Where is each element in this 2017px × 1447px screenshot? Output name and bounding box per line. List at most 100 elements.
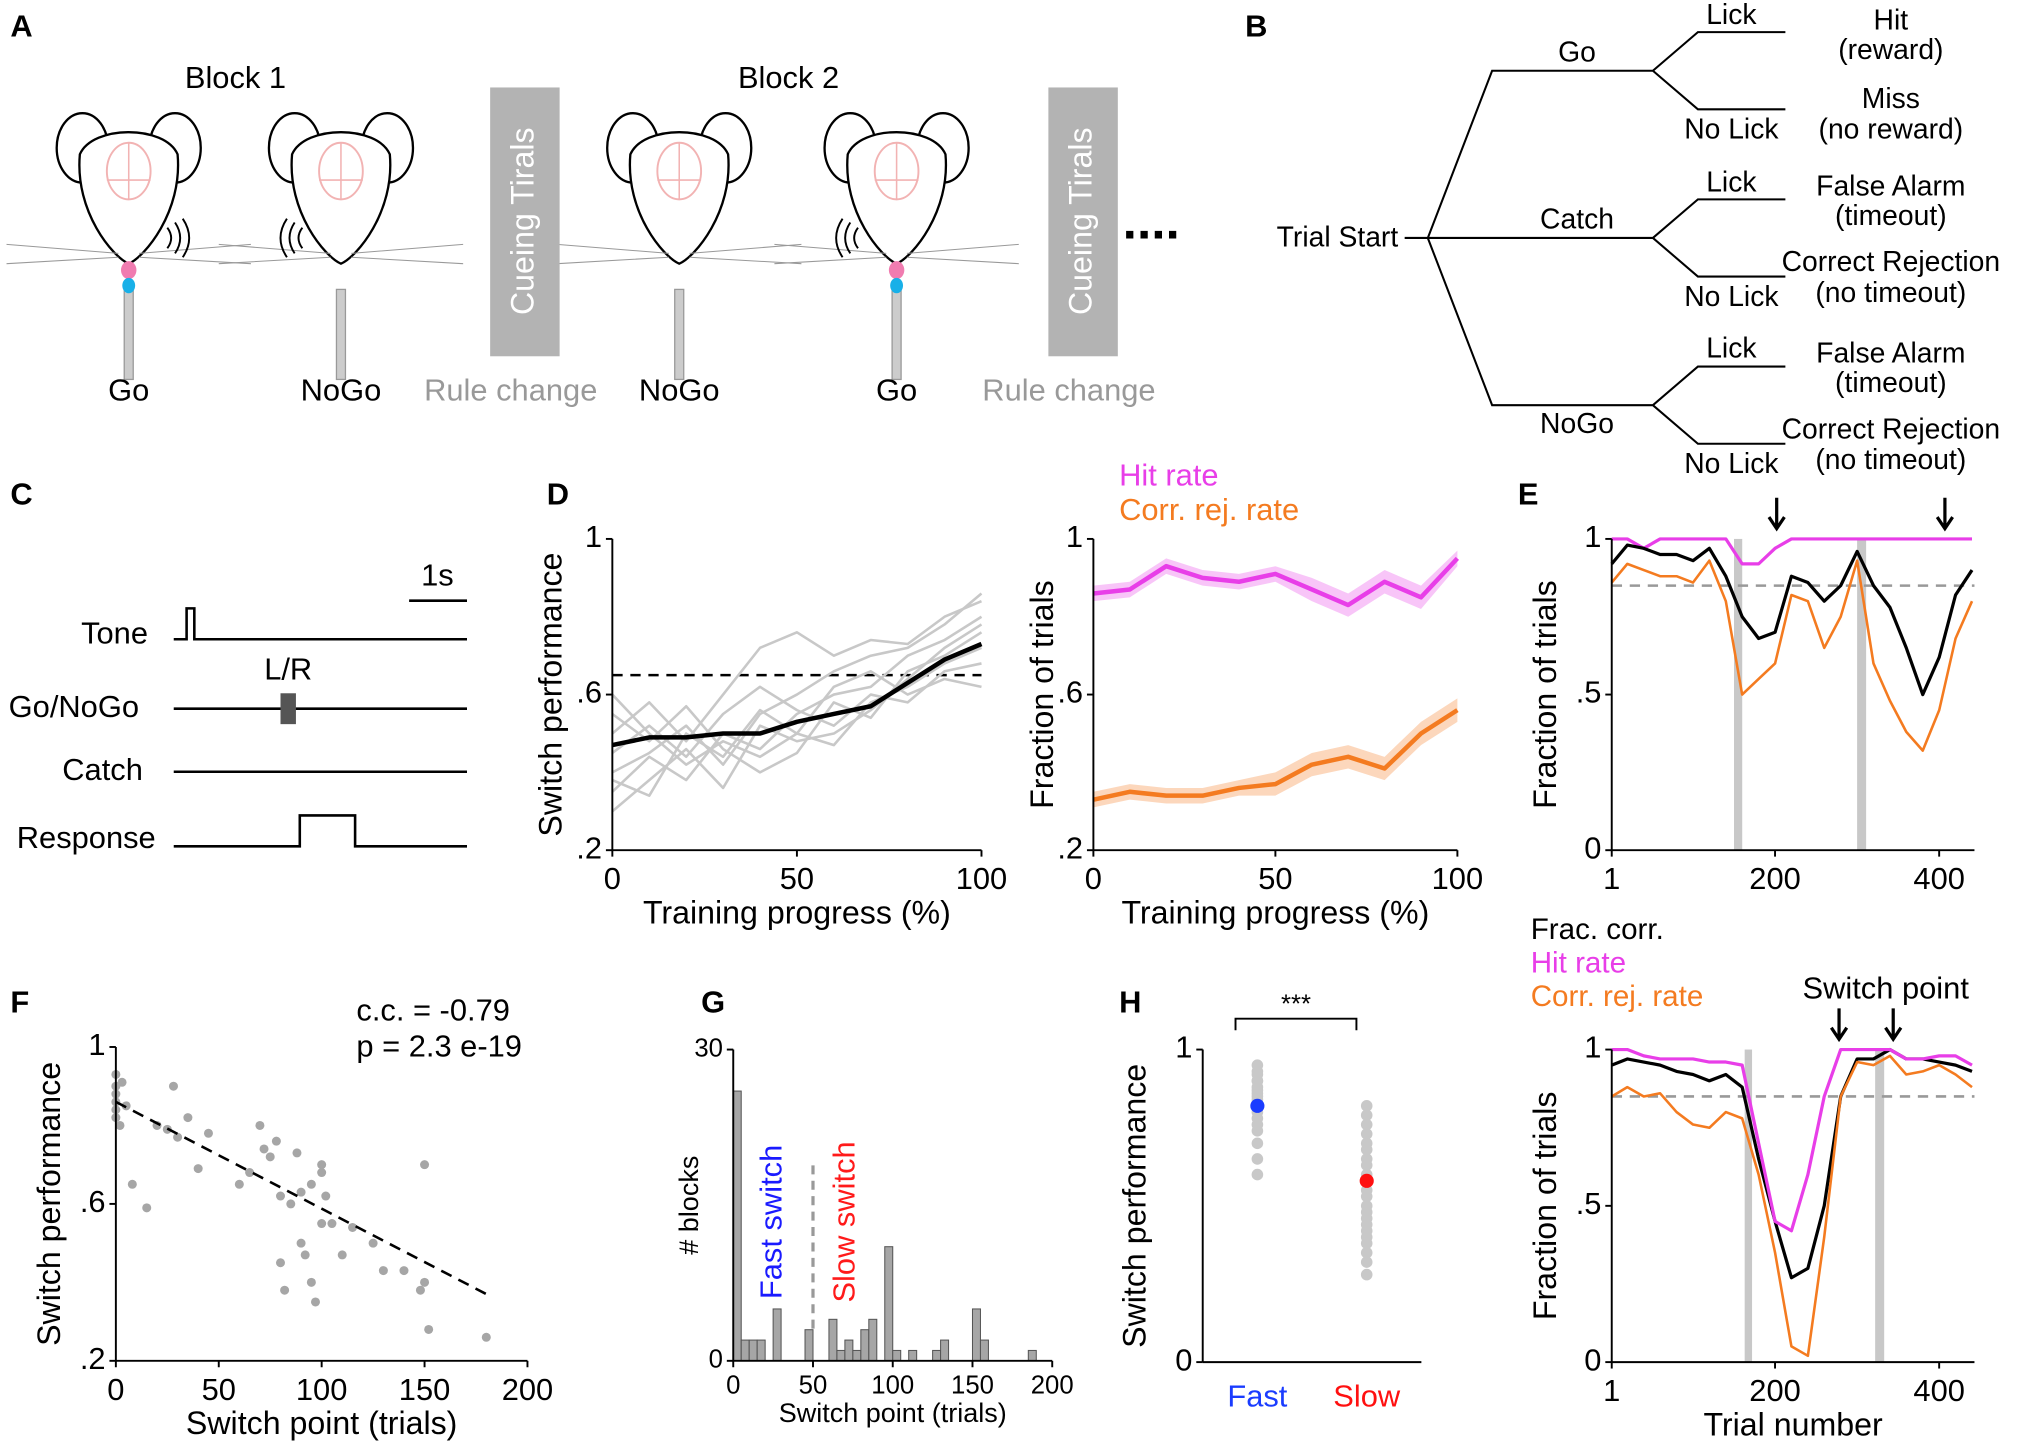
trial-label: NoGo: [639, 372, 720, 407]
x-tick-label: 400: [1913, 1373, 1965, 1408]
histogram-bar: [892, 1349, 902, 1362]
series-line: [611, 599, 982, 743]
tree-lines: [1404, 31, 1786, 445]
response-label: Lick: [1706, 331, 1757, 363]
trial-label: Go: [108, 372, 149, 407]
scatter-point: [292, 1148, 302, 1158]
y-tick-label: .6: [1057, 675, 1083, 710]
outcome: False Alarm: [1816, 336, 1965, 368]
histogram-bar: [979, 1339, 989, 1362]
annotation: c.c. = -0.79: [356, 992, 510, 1027]
mouse: [555, 112, 803, 265]
error-band: [1093, 550, 1458, 617]
block-label: Block 2: [738, 60, 839, 95]
trace-label: Response: [17, 820, 156, 855]
block-label: Block 1: [185, 60, 286, 95]
series-line: [611, 641, 983, 748]
panel-letter: F: [10, 985, 29, 1020]
cue-bar: [490, 87, 560, 357]
x-tick-label: 50: [202, 1372, 236, 1407]
x-tick-label: 1: [1603, 861, 1620, 896]
response-label: No Lick: [1684, 280, 1779, 312]
scatter-point: [317, 1160, 327, 1170]
series-line: [1611, 1047, 1973, 1233]
scatter-point: [424, 1324, 434, 1334]
sound: [835, 217, 859, 259]
panel-letter: G: [701, 985, 725, 1020]
y-tick-label: .5: [1576, 1186, 1602, 1221]
histogram-bar: [852, 1349, 862, 1362]
scatter-point: [378, 1266, 388, 1276]
outcome: Correct Rejection: [1782, 245, 2000, 277]
x-tick-label: 200: [1749, 1373, 1801, 1408]
spout: [674, 288, 685, 381]
strip-point: [1360, 1159, 1373, 1171]
scatter-point: [271, 1136, 281, 1146]
x-tick-label: 0: [107, 1372, 124, 1407]
x-tick-label: 400: [1913, 861, 1965, 896]
scatter-point: [142, 1203, 152, 1213]
panel-a: Block 1 Block 2 Cueing Tirals Cueing Tir…: [5, 60, 1180, 407]
scatter-point: [234, 1179, 244, 1189]
x-tick-label: 50: [1258, 861, 1292, 896]
ellipsis: ....: [1123, 192, 1180, 250]
spout: [891, 288, 902, 381]
x-tick-label: 200: [1031, 1371, 1074, 1399]
panel-b: Trial Start Go Catch NoGo Lick No Lick L…: [1277, 0, 2000, 479]
annotation: Switch point: [1803, 971, 1970, 1006]
scatter-point: [481, 1332, 491, 1342]
y-tick-label: 1: [88, 1027, 105, 1062]
panel-letter: B: [1245, 8, 1267, 43]
cue-span: [1744, 1049, 1753, 1363]
x-tick-label: 150: [951, 1371, 994, 1399]
group-label: Fast switch: [753, 1145, 788, 1299]
scatter-point: [193, 1164, 203, 1174]
scatter-point: [296, 1187, 306, 1197]
outcome: Miss: [1862, 82, 1920, 114]
scatter-point: [183, 1113, 193, 1123]
x-tick-label: 100: [296, 1372, 347, 1407]
histogram-bar: [932, 1349, 942, 1362]
cue-label: Cueing Tirals: [504, 127, 540, 315]
series-line: [1611, 1054, 1973, 1358]
series-line: [1611, 1047, 1973, 1280]
series-line: [1610, 559, 1974, 752]
branch-label: NoGo: [1540, 407, 1614, 439]
y-tick-label: 0: [1584, 830, 1601, 865]
y-tick-label: .6: [80, 1184, 106, 1219]
y-tick-label: .6: [576, 675, 602, 710]
scatter-point: [317, 1219, 327, 1229]
cue-span: [1875, 1049, 1885, 1363]
cue-label: Cueing Tirals: [1063, 127, 1099, 315]
outcome: Correct Rejection: [1782, 412, 2000, 444]
y-tick-label: 0: [1584, 1342, 1601, 1377]
scatter-point: [415, 1285, 425, 1295]
spout: [123, 288, 134, 381]
panel-letter: H: [1119, 985, 1141, 1020]
x-tick-label: 200: [1749, 861, 1801, 896]
x-tick-label: 100: [871, 1371, 914, 1399]
switch-arrow: [1884, 1008, 1903, 1043]
scatter-point: [420, 1277, 430, 1287]
y-tick-label: 1: [1584, 1030, 1601, 1065]
root-label: Trial Start: [1277, 221, 1399, 253]
series-line: [1093, 556, 1460, 608]
scatter-point: [265, 1152, 275, 1162]
strip-point: [1360, 1268, 1373, 1281]
strip-point: [1251, 1137, 1264, 1150]
y-tick-label: 0: [1175, 1342, 1192, 1377]
mouse: [5, 112, 253, 265]
y-tick-label: 30: [694, 1034, 723, 1062]
scatter-point: [317, 1168, 327, 1178]
scatter-point: [168, 1081, 178, 1091]
spout: [335, 288, 347, 381]
trace-label: Catch: [62, 752, 143, 787]
strip-point: [1360, 1246, 1373, 1259]
scatter-point: [310, 1297, 320, 1307]
panel-letters: A B C D E F G H: [10, 8, 1538, 1019]
panel-letter: C: [10, 477, 32, 512]
scatter-point: [115, 1120, 125, 1130]
histogram-bar: [740, 1339, 750, 1362]
significance-label: ***: [1281, 991, 1311, 1019]
panel-letter: A: [10, 8, 32, 43]
